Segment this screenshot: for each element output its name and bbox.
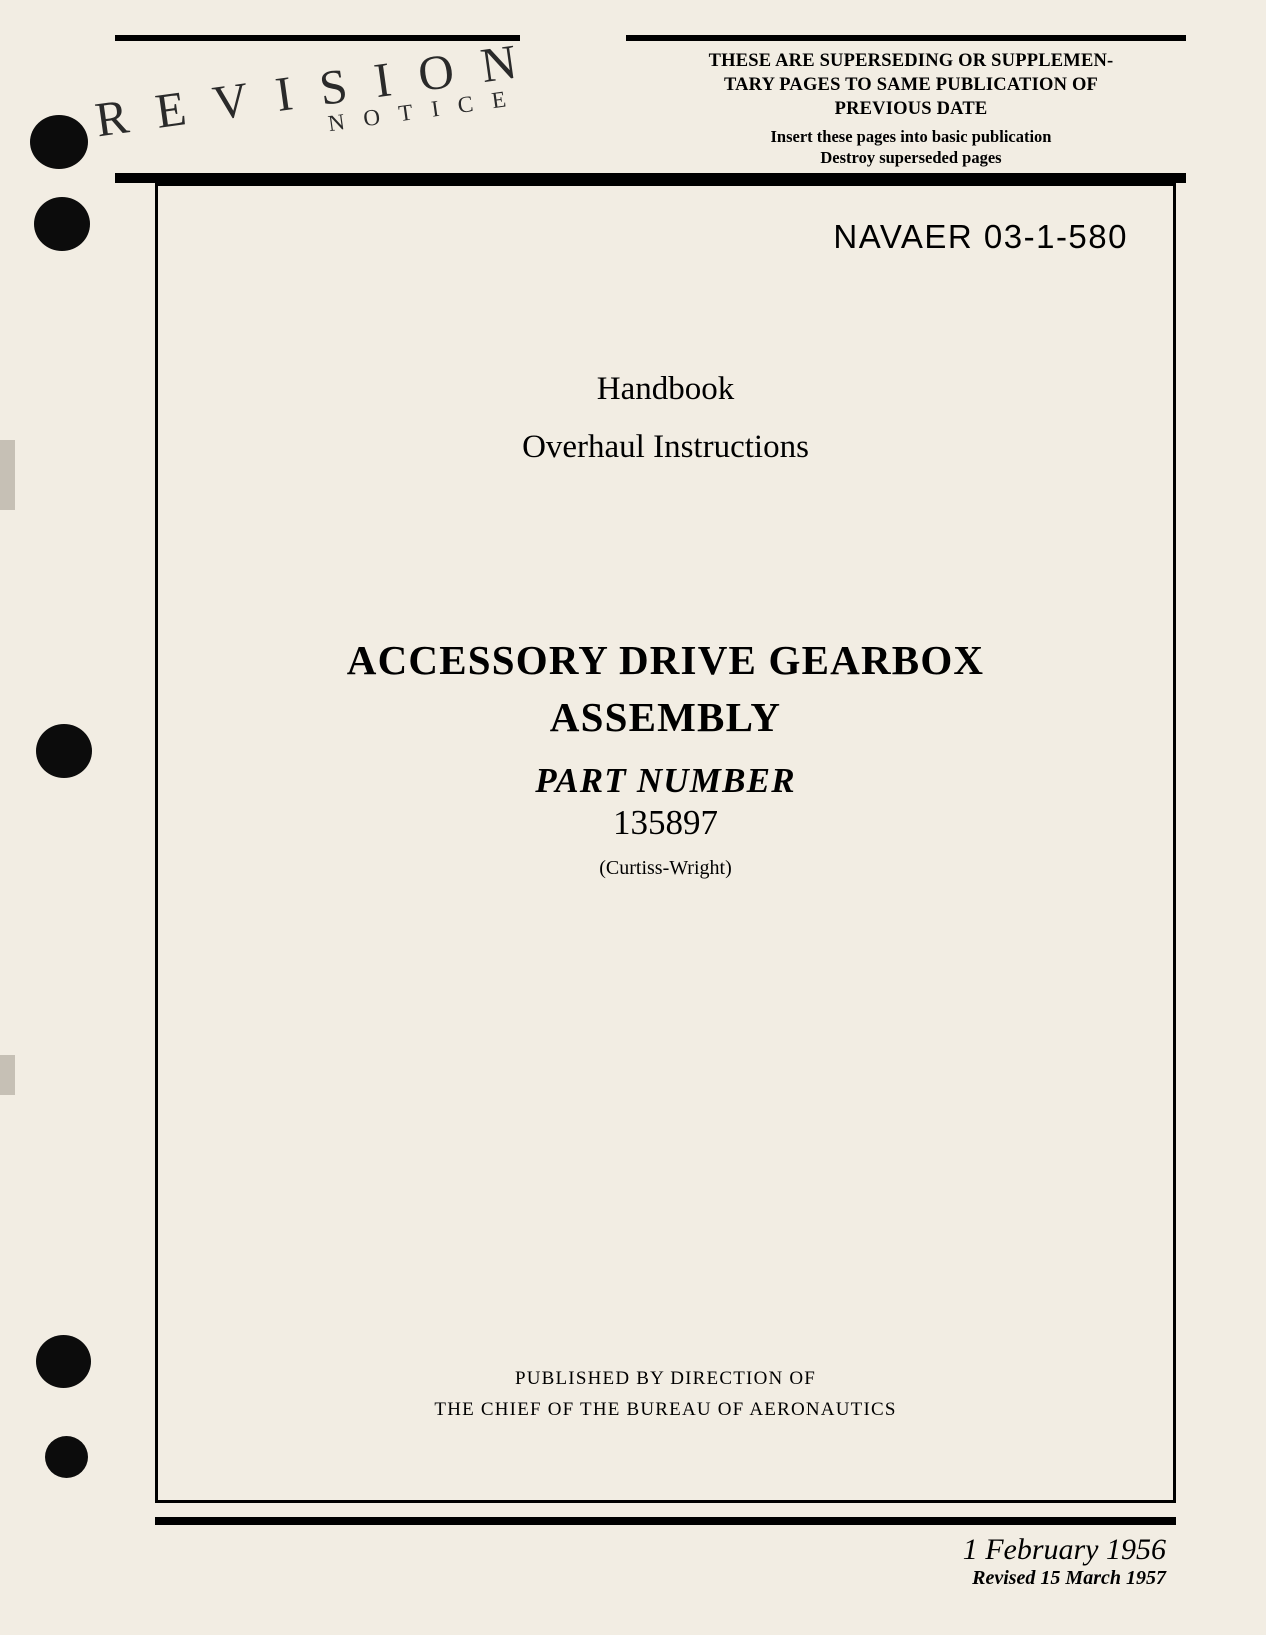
publisher-line: THE CHIEF OF THE BUREAU OF AERONAUTICS — [434, 1399, 896, 1420]
punch-hole — [36, 724, 92, 778]
handbook-subtitle: Handbook Overhaul Instructions — [203, 361, 1128, 477]
scan-artifact — [0, 1055, 15, 1095]
publisher-block: PUBLISHED BY DIRECTION OF THE CHIEF OF T… — [158, 1364, 1173, 1425]
handbook-line: Handbook — [203, 361, 1128, 419]
publisher-line: PUBLISHED BY DIRECTION OF — [515, 1368, 816, 1389]
manufacturer: (Curtiss-Wright) — [203, 857, 1128, 880]
supersede-instructions: THESE ARE SUPERSEDING OR SUPPLEMEN- TARY… — [651, 49, 1171, 168]
supersede-title-line: TARY PAGES TO SAME PUBLICATION OF — [724, 75, 1098, 95]
supersede-instruction-line: Insert these pages into basic publicatio… — [771, 127, 1052, 146]
header-rule-group: REVISION NOTICE THESE ARE SUPERSEDING OR… — [115, 35, 1186, 183]
title-line: ASSEMBLY — [550, 694, 781, 740]
revision-date: Revised 15 March 1957 — [115, 1567, 1166, 1590]
cover-frame: NAVAER 03-1-580 Handbook Overhaul Instru… — [155, 183, 1176, 1503]
part-number-value: 135897 — [203, 803, 1128, 843]
punch-hole — [36, 1335, 91, 1388]
title-block: ACCESSORY DRIVE GEARBOX ASSEMBLY PART NU… — [203, 632, 1128, 881]
footer-rule — [155, 1517, 1176, 1525]
date-block: 1 February 1956 Revised 15 March 1957 — [115, 1533, 1166, 1590]
punch-hole — [30, 115, 88, 169]
supersede-instruction-line: Destroy superseded pages — [820, 148, 1001, 167]
scan-artifact — [0, 440, 15, 510]
document-page: REVISION NOTICE THESE ARE SUPERSEDING OR… — [0, 0, 1266, 1635]
part-number-label: PART NUMBER — [203, 761, 1128, 801]
punch-hole — [45, 1436, 88, 1478]
supersede-instruction: Insert these pages into basic publicatio… — [651, 127, 1171, 168]
supersede-title-line: PREVIOUS DATE — [835, 99, 988, 119]
document-number: NAVAER 03-1-580 — [833, 218, 1128, 256]
handbook-line: Overhaul Instructions — [203, 419, 1128, 477]
revision-notice-stamp: REVISION NOTICE — [92, 29, 551, 169]
header-rule-bottom — [115, 173, 1186, 183]
document-title: ACCESSORY DRIVE GEARBOX ASSEMBLY — [203, 632, 1128, 747]
supersede-title: THESE ARE SUPERSEDING OR SUPPLEMEN- TARY… — [651, 49, 1171, 121]
punch-hole — [34, 197, 90, 251]
supersede-title-line: THESE ARE SUPERSEDING OR SUPPLEMEN- — [709, 51, 1114, 71]
publication-date: 1 February 1956 — [115, 1533, 1166, 1567]
header-rule-top-right — [626, 35, 1186, 41]
title-line: ACCESSORY DRIVE GEARBOX — [347, 637, 984, 683]
